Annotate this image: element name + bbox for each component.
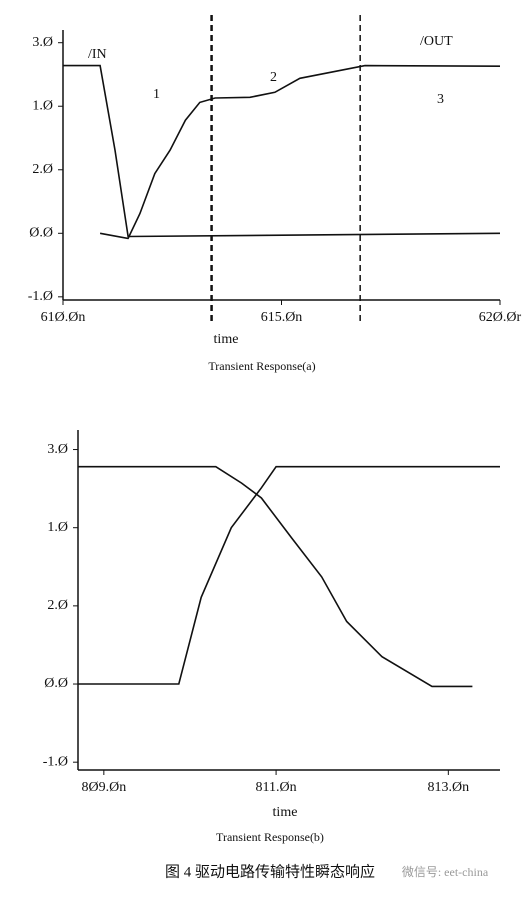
series-line xyxy=(63,64,501,238)
y-tick-label: Ø.Ø xyxy=(44,676,68,691)
y-tick-label: -1.Ø xyxy=(28,289,53,304)
annotation: /OUT xyxy=(420,34,453,49)
y-tick-label: 1.Ø xyxy=(47,520,68,535)
x-tick-label: 8Ø9.Øn xyxy=(81,780,126,795)
series-line xyxy=(99,64,501,240)
watermark: 微信号: eet-china xyxy=(402,865,489,879)
x-tick-label: 615.Øn xyxy=(261,310,303,325)
y-tick-label: 1.Ø xyxy=(32,98,53,113)
annotation: 1 xyxy=(153,87,160,102)
y-tick-label: -1.Ø xyxy=(43,754,68,769)
series-line xyxy=(78,465,500,685)
y-tick-label: 3.Ø xyxy=(47,442,68,457)
x-tick-label: 61Ø.Øn xyxy=(41,310,86,325)
y-tick-label: 2.Ø xyxy=(32,162,53,177)
x-tick-label: 813.Øn xyxy=(428,780,470,795)
caption: 图 4 驱动电路传输特性瞬态响应 xyxy=(165,862,375,880)
chart-title: Transient Response(a) xyxy=(208,359,315,373)
annotation: 3 xyxy=(437,92,444,107)
annotation: 2 xyxy=(270,70,277,85)
x-axis-label: time xyxy=(273,805,298,820)
chart-title: Transient Response(b) xyxy=(216,830,324,844)
y-tick-label: Ø.Ø xyxy=(29,226,53,241)
series-line xyxy=(78,465,473,688)
x-axis-label: time xyxy=(214,332,239,347)
annotation: /IN xyxy=(88,47,107,62)
y-tick-label: 3.Ø xyxy=(32,35,53,50)
x-tick-label: 62Ø.Ør xyxy=(479,310,522,325)
y-tick-label: 2.Ø xyxy=(47,598,68,613)
x-tick-label: 811.Øn xyxy=(256,780,297,795)
